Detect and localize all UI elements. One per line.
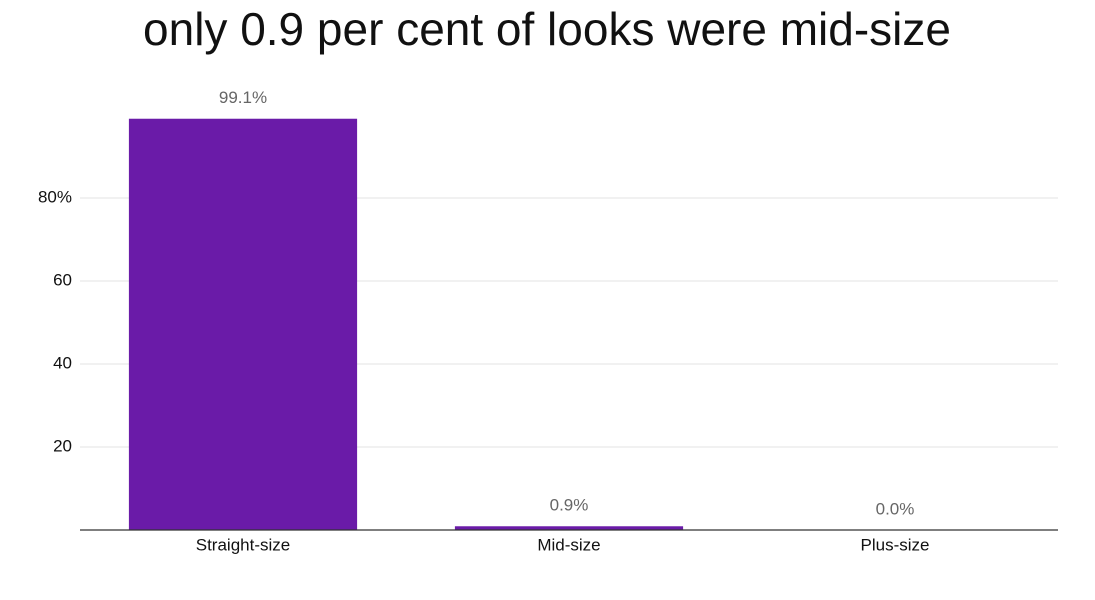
value-label: 0.9% bbox=[550, 496, 589, 515]
y-tick-label: 60 bbox=[53, 270, 72, 289]
bar bbox=[454, 526, 684, 530]
value-label: 99.1% bbox=[219, 88, 267, 107]
value-label: 0.0% bbox=[876, 499, 915, 518]
x-tick-label: Mid-size bbox=[537, 535, 600, 554]
x-tick-label: Straight-size bbox=[196, 535, 290, 554]
y-tick-label: 80% bbox=[38, 187, 72, 206]
chart-title: only 0.9 per cent of looks were mid-size bbox=[143, 3, 951, 55]
y-tick-label: 20 bbox=[53, 436, 72, 455]
y-tick-label: 40 bbox=[53, 353, 72, 372]
bar bbox=[128, 118, 358, 531]
x-tick-label: Plus-size bbox=[861, 535, 930, 554]
